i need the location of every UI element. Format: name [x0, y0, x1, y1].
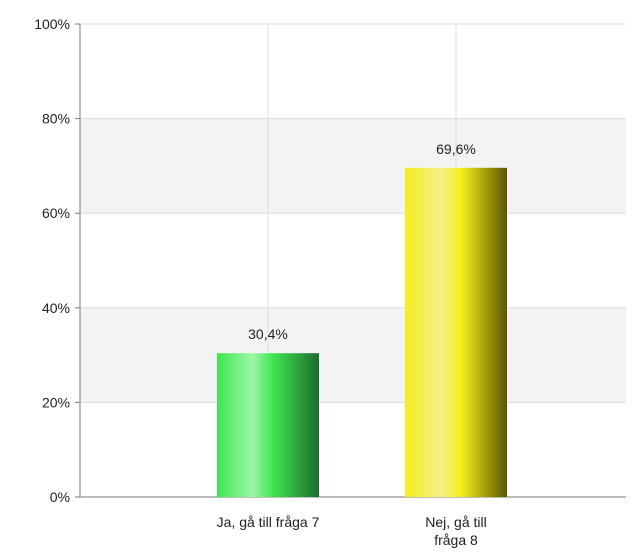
x-tick-label-line: Ja, gå till fråga 7 — [217, 514, 320, 530]
labels: 30,4% 69,6% Ja, gå till fråga 7 Nej, gå til… — [217, 141, 487, 548]
y-tick-label: 20% — [42, 394, 70, 410]
grid-band — [80, 118, 626, 214]
y-tick-label: 0% — [50, 489, 70, 505]
bar-1 — [217, 353, 319, 497]
bars — [217, 167, 507, 498]
data-label: 69,6% — [436, 141, 476, 157]
x-tick-label-line: Nej, gå till — [425, 514, 486, 530]
y-tick-label: 80% — [42, 111, 70, 127]
x-tick-label-line: fråga 8 — [434, 532, 478, 548]
axes: 0% 20% 40% 60% 80% 100% — [34, 16, 626, 505]
y-tick-label: 40% — [42, 300, 70, 316]
data-label: 30,4% — [248, 326, 288, 342]
x-tick-label: Nej, gå till fråga 8 — [425, 514, 486, 548]
y-tick-label: 60% — [42, 205, 70, 221]
y-tick-label: 100% — [34, 16, 70, 32]
grid-band — [80, 307, 626, 403]
background-bands — [80, 118, 626, 403]
bar-2 — [405, 167, 507, 498]
x-tick-label: Ja, gå till fråga 7 — [217, 514, 320, 530]
gridlines — [80, 23, 626, 497]
